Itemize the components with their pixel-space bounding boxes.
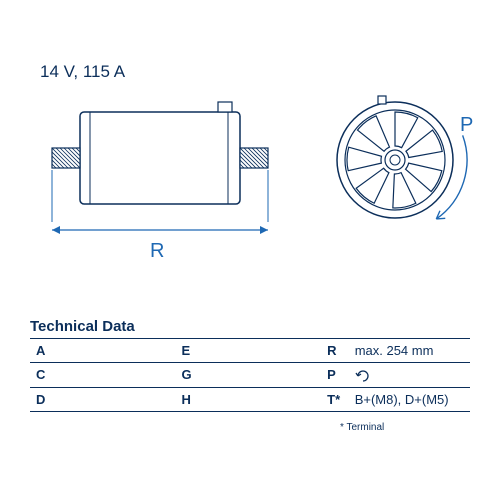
table-row: D H T*B+(M8), D+(M5)	[30, 387, 470, 411]
table-value	[54, 339, 175, 363]
technical-data-title: Technical Data	[30, 318, 135, 335]
table-value	[200, 339, 321, 363]
spec-text: 14 V, 115 A	[40, 62, 125, 82]
diagram-canvas: 14 V, 115 A R P Technical Data A E Rmax. 2…	[10, 10, 490, 490]
dimension-r-label: R	[150, 240, 164, 263]
table-value	[54, 387, 175, 411]
table-key: A	[30, 339, 54, 363]
table-key: R	[321, 339, 349, 363]
rotation-p-label: P	[460, 114, 473, 137]
table-value	[200, 387, 321, 411]
table-key: T*	[321, 387, 349, 411]
table-row: CGP	[30, 363, 470, 388]
table-value	[54, 363, 175, 388]
table-row: A E Rmax. 254 mm	[30, 339, 470, 363]
technical-drawings: R P	[30, 90, 470, 270]
table-value	[349, 363, 470, 388]
technical-data-table: A E Rmax. 254 mm C G P D H T*B+(M8), D+(M5)	[30, 338, 470, 412]
table-value	[200, 363, 321, 388]
drawings-svg	[30, 90, 470, 270]
table-key: C	[30, 363, 54, 388]
table-key: E	[176, 339, 200, 363]
table-key: D	[30, 387, 54, 411]
table-key: G	[176, 363, 200, 388]
table-key: P	[321, 363, 349, 388]
table-value: B+(M8), D+(M5)	[349, 387, 470, 411]
table-key: H	[176, 387, 200, 411]
table-value: max. 254 mm	[349, 339, 470, 363]
footnote-terminal: * Terminal	[340, 422, 384, 433]
